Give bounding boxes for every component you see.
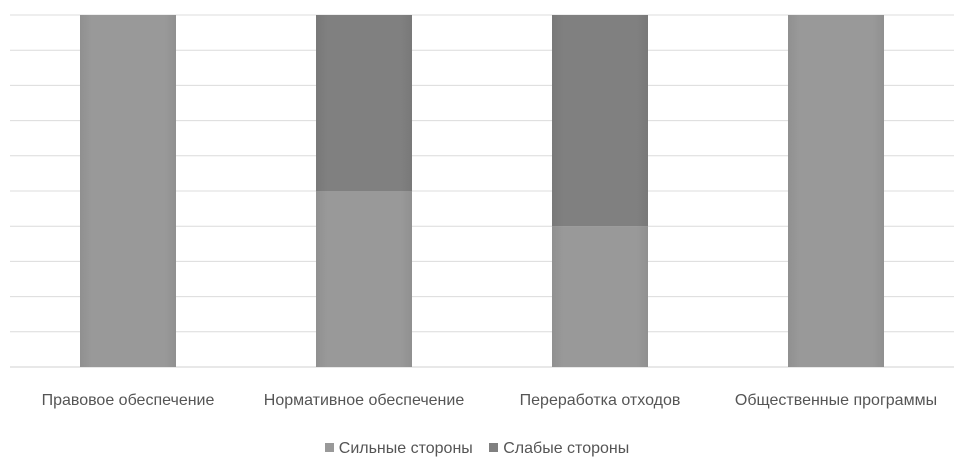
bar-segment-shading bbox=[788, 15, 884, 367]
legend-label-strong: Сильные стороны bbox=[338, 440, 473, 457]
bar-segment-shading bbox=[80, 15, 176, 367]
bar-segment-shading bbox=[552, 15, 648, 227]
category-label: Переработка отходов bbox=[520, 392, 681, 409]
legend-item-weak: Слабые стороны bbox=[489, 440, 629, 458]
bar-segment-shading bbox=[552, 226, 648, 367]
legend-swatch-strong bbox=[324, 443, 334, 452]
category-label: Общественные программы bbox=[735, 392, 937, 409]
category-label: Нормативное обеспечение bbox=[264, 392, 465, 409]
legend-swatch-weak bbox=[489, 443, 499, 452]
bars bbox=[80, 15, 884, 367]
legend: Сильные стороны Слабые стороны bbox=[0, 440, 954, 458]
category-label: Правовое обеспечение bbox=[42, 392, 215, 409]
legend-item-strong: Сильные стороны bbox=[324, 440, 473, 458]
bar-segment-shading bbox=[316, 15, 412, 191]
bar-segment-shading bbox=[316, 191, 412, 367]
category-labels: Правовое обеспечение Нормативное обеспече… bbox=[42, 392, 937, 409]
legend-label-weak: Слабые стороны bbox=[503, 440, 630, 457]
